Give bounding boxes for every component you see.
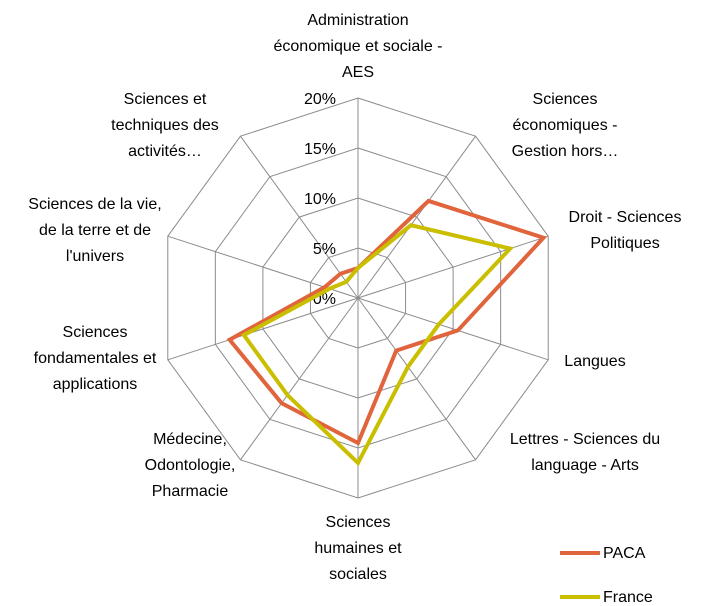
category-label: Lettres - Sciences du language - Arts xyxy=(509,431,661,474)
legend-label: PACA xyxy=(603,545,646,562)
tick-label: 20% xyxy=(304,91,336,108)
category-label: Sciences humaines et sociales xyxy=(314,514,402,583)
category-label: Droit - Sciences Politiques xyxy=(568,209,682,252)
category-label: Sciences économiques - Gestion hors… xyxy=(511,91,619,160)
spoke xyxy=(357,297,549,361)
spoke xyxy=(357,235,549,299)
series-line xyxy=(226,198,548,446)
series-line xyxy=(240,223,515,467)
tick-label: 10% xyxy=(304,191,336,208)
spoke xyxy=(240,297,359,461)
spoke xyxy=(167,297,359,361)
category-label: Langues xyxy=(564,353,626,370)
spoke xyxy=(357,135,476,299)
tick-label: 15% xyxy=(304,141,336,158)
spoke xyxy=(240,135,359,299)
tick-label: 5% xyxy=(313,241,336,258)
category-label: Sciences fondamentales et applications xyxy=(33,324,157,393)
category-label: Administration économique et sociale - A… xyxy=(273,12,443,81)
legend-label: France xyxy=(603,589,653,606)
category-label: Médecine, Odontologie, Pharmacie xyxy=(144,431,236,500)
category-label: Sciences et techniques des activités… xyxy=(111,91,219,160)
category-label: Sciences de la vie, de la terre et de l'… xyxy=(28,196,162,265)
spoke xyxy=(357,297,476,461)
